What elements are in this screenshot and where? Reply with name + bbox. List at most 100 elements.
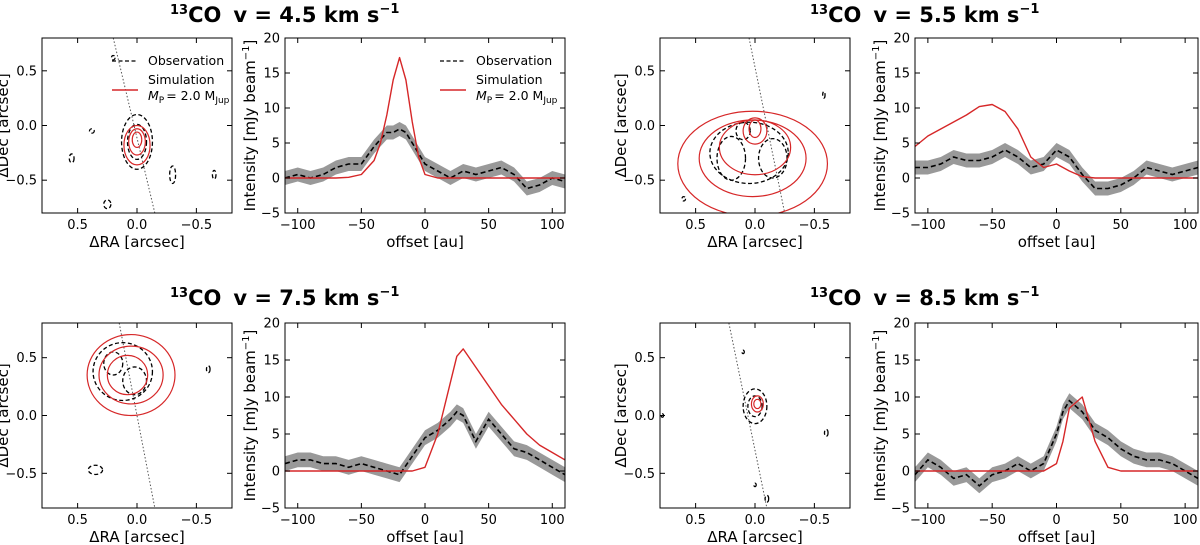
panel-4: 13CO v = 8.5 km s−10.5 0.0 −0.50.50.0−0.5ΔR… xyxy=(612,285,1199,545)
profile-y-label: Intensity [mJy beam−1] xyxy=(241,40,259,212)
profile-x-label: offset [au] xyxy=(1018,233,1096,251)
profile-frame xyxy=(284,322,566,509)
title-exponent: −1 xyxy=(1019,285,1039,300)
observation-contour xyxy=(169,165,177,185)
x-tick-label: −50 xyxy=(978,513,1005,528)
uncertainty-band xyxy=(915,393,1198,494)
x-tick-label: −100 xyxy=(280,218,316,233)
uncertainty-band xyxy=(285,122,565,196)
simulation-contour xyxy=(131,131,143,148)
simulation-line xyxy=(285,56,565,179)
y-tick-label: −5 xyxy=(261,207,280,222)
y-tick-label: 0.5 xyxy=(16,351,37,366)
title-exponent: −1 xyxy=(1019,2,1039,17)
observation-contour xyxy=(741,349,745,355)
simulation-contour xyxy=(106,354,149,396)
x-tick-label: −50 xyxy=(978,218,1005,233)
profile-content xyxy=(285,348,565,483)
observation-contour xyxy=(126,123,148,161)
simulation-contour xyxy=(677,110,829,213)
panel-1: 13CO v = 4.5 km s−10.5 0.0 −0.50.50.0−0.5ΔR… xyxy=(0,2,566,251)
x-tick-label: 50 xyxy=(480,218,497,233)
legend-mass-label: MP = 2.0 MJup xyxy=(148,88,230,106)
y-tick-label: 5 xyxy=(272,428,280,443)
y-tick-label: 20 xyxy=(263,317,280,332)
observation-contour xyxy=(205,365,211,374)
cut-line xyxy=(728,323,768,508)
mass-unit-sub: Jup xyxy=(542,96,557,106)
y-label-close: ] xyxy=(241,40,259,46)
map-frame xyxy=(659,37,851,214)
legend-mass-label: MP = 2.0 MJup xyxy=(476,88,558,106)
x-tick-label: −0.5 xyxy=(799,513,831,528)
y-tick-label: 0.0 xyxy=(16,409,37,424)
x-tick-label: 50 xyxy=(1113,513,1130,528)
x-tick-label: 0 xyxy=(1052,218,1060,233)
profile-content xyxy=(915,393,1198,494)
profile-content xyxy=(915,103,1198,196)
profile-frame xyxy=(914,37,1199,214)
x-tick-label: 100 xyxy=(1173,513,1198,528)
title-molecule: CO xyxy=(188,286,221,310)
panel-title: 13CO v = 5.5 km s−1 xyxy=(810,2,1039,27)
y-label-text: Intensity [mJy beam xyxy=(241,60,259,211)
profile-y-label: Intensity [mJy beam−1] xyxy=(871,40,889,212)
observation-contour xyxy=(709,121,789,185)
y-label-exp: −1 xyxy=(871,335,882,350)
simulation-line xyxy=(285,348,565,472)
x-tick-label: 0 xyxy=(1052,513,1060,528)
x-tick-label: 0.5 xyxy=(67,513,88,528)
observation-contour xyxy=(103,351,124,376)
observation-contour xyxy=(110,54,116,61)
title-velocity: v = 5.5 km s xyxy=(873,3,1019,27)
y-tick-label: 0.5 xyxy=(634,351,655,366)
simulation-contour xyxy=(748,119,762,139)
observation-contour xyxy=(122,366,148,396)
observation-line xyxy=(915,148,1198,190)
y-label-exp: −1 xyxy=(241,45,252,60)
x-tick-label: −100 xyxy=(910,218,946,233)
observation-contour xyxy=(88,128,95,134)
title-isotope: 13 xyxy=(170,286,188,301)
simulation-contour xyxy=(128,128,146,156)
profile-x-label: offset [au] xyxy=(386,233,464,251)
observation-contour xyxy=(764,494,770,503)
y-label-exp: −1 xyxy=(241,335,252,350)
observation-contour xyxy=(753,482,757,488)
simulation-contour xyxy=(750,395,764,413)
x-tick-label: −100 xyxy=(910,513,946,528)
profile-y-label: Intensity [mJy beam−1] xyxy=(871,330,889,502)
y-tick-label: 0.0 xyxy=(634,409,655,424)
simulation-contour xyxy=(86,333,176,417)
y-tick-label: 0 xyxy=(902,465,910,480)
x-tick-label: 50 xyxy=(480,513,497,528)
y-tick-label: 15 xyxy=(263,67,280,82)
y-label-text: Intensity [mJy beam xyxy=(871,60,889,211)
y-tick-label: 10 xyxy=(263,391,280,406)
y-tick-label: 20 xyxy=(893,317,910,332)
y-tick-label: 10 xyxy=(893,102,910,117)
y-tick-label: 0.0 xyxy=(634,119,655,134)
x-tick-label: −50 xyxy=(348,513,375,528)
y-tick-label: 20 xyxy=(263,32,280,47)
y-tick-label: −0.5 xyxy=(5,174,37,189)
y-tick-label: 0 xyxy=(272,465,280,480)
map-x-label: ΔRA [arcsec] xyxy=(89,233,184,251)
x-tick-label: −0.5 xyxy=(181,513,213,528)
mass-unit-sub: Jup xyxy=(214,96,229,106)
panel-2: 13CO v = 5.5 km s−10.5 0.0 −0.50.50.0−0.5ΔR… xyxy=(612,2,1199,251)
title-isotope: 13 xyxy=(810,286,828,301)
x-tick-label: 50 xyxy=(1113,218,1130,233)
map-content xyxy=(660,323,829,508)
simulation-contour xyxy=(123,124,151,166)
observation-line xyxy=(915,399,1198,487)
y-tick-label: 0 xyxy=(272,172,280,187)
y-tick-label: 20 xyxy=(893,32,910,47)
observation-contour xyxy=(87,464,104,476)
observation-contour xyxy=(681,195,687,202)
